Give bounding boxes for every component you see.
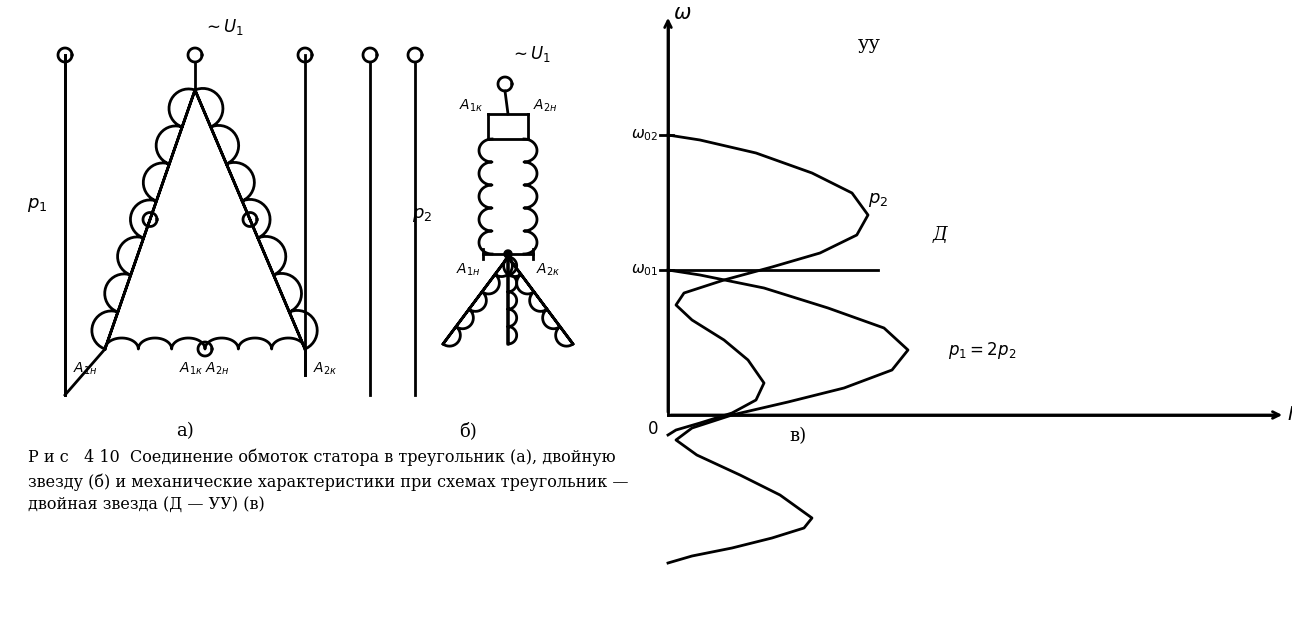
- Text: $p_2$: $p_2$: [868, 191, 888, 209]
- Text: $A_{1н}$: $A_{1н}$: [456, 262, 481, 278]
- Polygon shape: [504, 250, 512, 258]
- Text: в): в): [789, 427, 806, 445]
- Text: $A_{2к}$: $A_{2к}$: [313, 361, 337, 377]
- Text: $A_{2к}$: $A_{2к}$: [536, 262, 561, 278]
- Text: б): б): [459, 422, 477, 440]
- Text: $\sim U_1$: $\sim U_1$: [203, 17, 244, 37]
- Text: Р и с   4 10  Соединение обмоток статора в треугольник (а), двойную
звезду (б) и: Р и с 4 10 Соединение обмоток статора в …: [28, 449, 628, 515]
- Text: $\omega$: $\omega$: [673, 3, 691, 23]
- Text: $\omega_{02}$: $\omega_{02}$: [630, 127, 658, 143]
- Text: $A_{1к}$: $A_{1к}$: [459, 98, 483, 114]
- Text: $A_{2н}$: $A_{2н}$: [534, 98, 557, 114]
- Text: $M$: $M$: [1287, 406, 1292, 424]
- Text: Д: Д: [933, 226, 947, 244]
- Text: $\omega_{01}$: $\omega_{01}$: [630, 262, 658, 278]
- Text: $p_1$: $p_1$: [27, 196, 48, 214]
- Text: $A_{2н}$: $A_{2н}$: [205, 361, 229, 377]
- Text: $0$: $0$: [647, 422, 659, 439]
- Text: $A_{1к}$: $A_{1к}$: [178, 361, 203, 377]
- Text: $\sim U_1$: $\sim U_1$: [510, 44, 550, 64]
- Text: $p_1 = 2p_2$: $p_1 = 2p_2$: [948, 339, 1017, 361]
- Text: а): а): [176, 422, 194, 440]
- Text: уу: уу: [858, 35, 881, 53]
- Text: $p_2$: $p_2$: [412, 206, 433, 224]
- Text: $A_{1н}$: $A_{1н}$: [72, 361, 97, 377]
